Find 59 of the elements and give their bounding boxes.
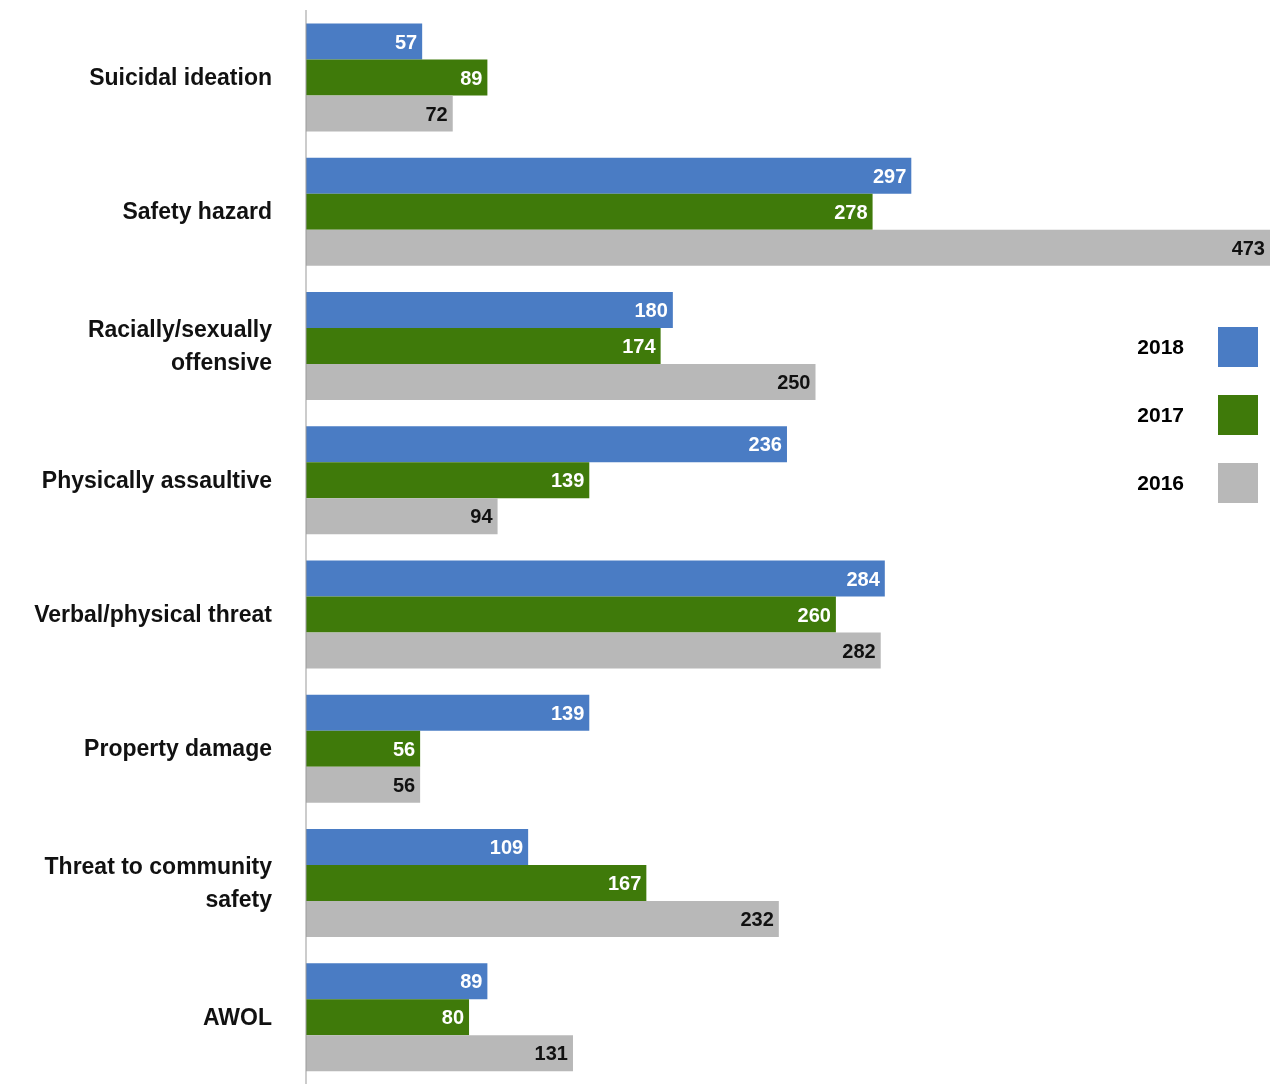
bar xyxy=(306,426,787,463)
bar xyxy=(306,963,488,1000)
data-label: 131 xyxy=(534,1042,568,1065)
data-label: 260 xyxy=(797,603,831,626)
bar xyxy=(306,864,647,901)
data-label: 139 xyxy=(550,469,585,492)
legend-label: 2017 xyxy=(1137,403,1184,427)
data-label: 72 xyxy=(425,102,448,125)
data-label: 94 xyxy=(470,505,494,528)
bar xyxy=(306,363,816,400)
bar xyxy=(306,498,498,535)
bar xyxy=(306,462,590,499)
bar xyxy=(306,1035,573,1072)
bar xyxy=(306,596,836,633)
data-label: 80 xyxy=(441,1006,465,1029)
legend-label: 2018 xyxy=(1137,335,1184,359)
bar xyxy=(306,694,590,731)
bar xyxy=(306,95,453,132)
data-label: 89 xyxy=(460,66,483,89)
data-label: 180 xyxy=(634,299,668,322)
data-label: 473 xyxy=(1231,236,1265,259)
y-tick-label: Property damage xyxy=(84,735,272,762)
data-label: 56 xyxy=(392,737,416,760)
bar xyxy=(306,730,421,767)
legend-label: 2016 xyxy=(1137,471,1184,495)
data-label: 56 xyxy=(392,773,416,796)
data-label: 174 xyxy=(622,335,657,358)
bar xyxy=(306,900,779,937)
data-label: 167 xyxy=(607,872,642,895)
data-label: 236 xyxy=(748,433,782,456)
bar xyxy=(306,157,912,194)
bar xyxy=(306,828,529,865)
data-label: 284 xyxy=(846,567,881,590)
data-label: 278 xyxy=(834,200,868,223)
data-label: 139 xyxy=(550,701,585,724)
bar xyxy=(306,766,421,803)
data-label: 297 xyxy=(872,164,907,187)
y-tick-label: AWOL xyxy=(203,1003,272,1030)
y-tick-label: Safety hazard xyxy=(122,198,272,225)
y-tick-label: Physically assaultive xyxy=(41,466,272,493)
bar xyxy=(306,560,885,597)
bar xyxy=(306,59,488,96)
y-tick-label: Threat to community safety xyxy=(44,853,273,913)
y-tick-label: Racially/sexually offensive xyxy=(87,316,273,376)
bar xyxy=(306,23,423,60)
bar xyxy=(306,291,673,328)
bar xyxy=(306,632,881,669)
data-label: 57 xyxy=(394,30,418,53)
data-label: 282 xyxy=(842,639,876,662)
y-tick-label: Suicidal ideation xyxy=(89,64,272,91)
bar xyxy=(306,327,661,364)
bar xyxy=(306,193,873,230)
bar xyxy=(306,999,470,1036)
data-label: 232 xyxy=(740,908,774,931)
y-tick-label: Verbal/physical threat xyxy=(34,601,273,628)
data-label: 109 xyxy=(489,836,524,859)
bar xyxy=(306,229,1270,266)
data-label: 250 xyxy=(777,371,811,394)
data-label: 89 xyxy=(460,970,483,993)
